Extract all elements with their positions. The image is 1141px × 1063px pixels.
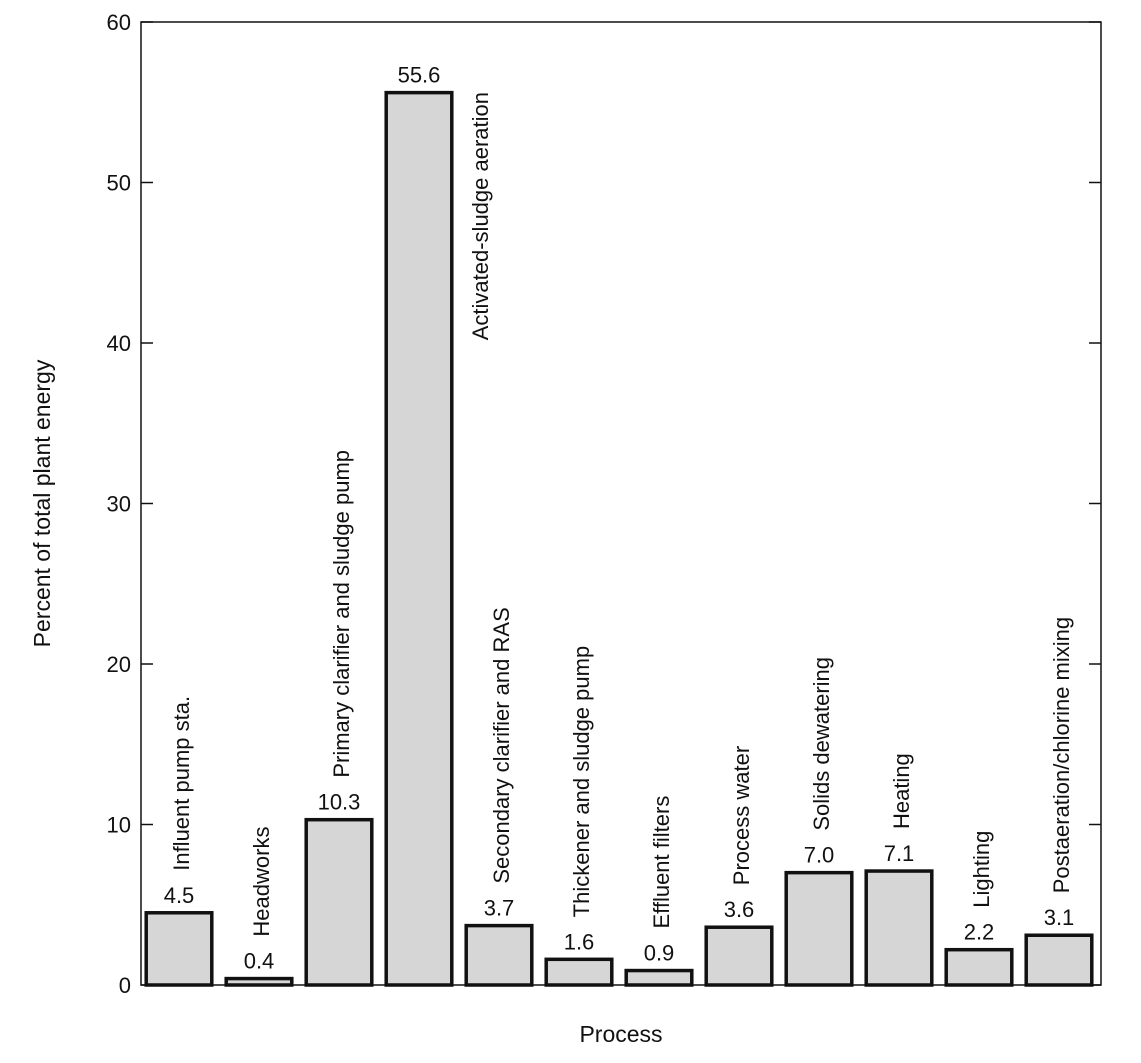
- bar: [784, 870, 854, 987]
- y-tick-label: 0: [119, 973, 131, 998]
- category-label: Heating: [889, 753, 914, 829]
- category-label: Postaeration/chlorine mixing: [1049, 617, 1074, 893]
- y-axis-label: Percent of total plant energy: [29, 359, 55, 647]
- y-tick-label: 20: [107, 652, 131, 677]
- category-label: Primary clarifier and sludge pump: [329, 450, 354, 778]
- bar: [704, 925, 774, 987]
- bar-value-label: 55.6: [398, 63, 441, 88]
- bar-value-label: 2.2: [964, 920, 995, 945]
- y-tick-label: 50: [107, 171, 131, 196]
- category-label: Thickener and sludge pump: [569, 646, 594, 918]
- category-label: Activated-sludge aeration: [468, 92, 493, 340]
- bar: [304, 817, 374, 987]
- bar-value-label: 7.1: [884, 841, 915, 866]
- bar: [1024, 933, 1094, 987]
- y-tick-label: 40: [107, 331, 131, 356]
- x-axis-label: Process: [579, 1021, 662, 1047]
- bar-value-label: 0.9: [644, 941, 675, 966]
- bar-value-label: 7.0: [804, 843, 835, 868]
- bar: [624, 968, 694, 987]
- bars: [144, 90, 1094, 987]
- bar-labels: 4.5 Influent pump sta. 0.4 Headworks 10.3 Pri…: [164, 63, 1075, 974]
- bar: [944, 947, 1014, 987]
- bar: [544, 957, 614, 987]
- category-label: Influent pump sta.: [169, 696, 194, 871]
- category-label: Lighting: [969, 831, 994, 908]
- bar-value-label: 10.3: [318, 790, 361, 815]
- y-tick-label: 60: [107, 10, 131, 35]
- bar-value-label: 4.5: [164, 883, 195, 908]
- bar-value-label: 3.1: [1044, 905, 1075, 930]
- category-label: Solids dewatering: [809, 657, 834, 831]
- bar-value-label: 3.6: [724, 897, 755, 922]
- bar-value-label: 3.7: [484, 896, 515, 921]
- y-tick-label: 30: [107, 492, 131, 517]
- bar: [464, 923, 534, 987]
- bar-value-label: 1.6: [564, 929, 595, 954]
- bar: [864, 869, 934, 987]
- category-label: Headworks: [249, 827, 274, 937]
- bar: [384, 90, 454, 987]
- plot-frame: [140, 21, 1102, 986]
- bar-value-label: 0.4: [244, 949, 275, 974]
- category-label: Effluent filters: [649, 796, 674, 929]
- category-label: Secondary clarifier and RAS: [489, 607, 514, 883]
- y-ticks: 0 10 20 30 40 50 60: [107, 10, 1101, 998]
- y-tick-label: 10: [107, 813, 131, 838]
- bar: [144, 911, 214, 987]
- category-label: Process water: [729, 746, 754, 885]
- bar: [224, 976, 294, 987]
